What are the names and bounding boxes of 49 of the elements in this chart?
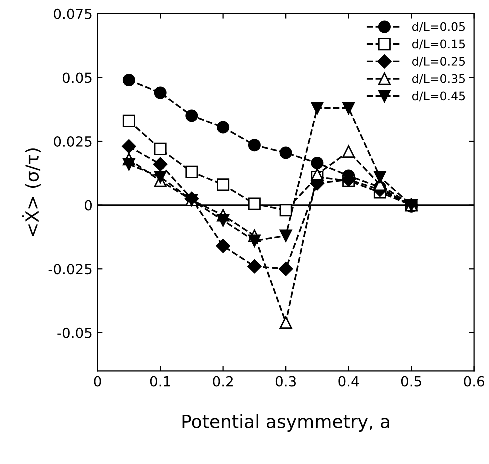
- point: [280, 146, 292, 160]
- point: [122, 158, 136, 171]
- y-axis-title: <Ẋ> (σ/τ): [22, 148, 42, 236]
- point: [278, 262, 294, 276]
- point: [153, 157, 168, 172]
- point: [154, 86, 167, 100]
- y-tick-label: -0.05: [58, 328, 92, 338]
- point: [217, 178, 230, 192]
- point: [248, 234, 261, 248]
- point: [248, 259, 262, 274]
- point: [311, 168, 324, 181]
- x-tick-label: 0.1: [150, 376, 170, 387]
- point: [311, 102, 324, 115]
- point: [311, 156, 324, 170]
- y-tick-label: 0.025: [54, 136, 92, 147]
- point: [342, 145, 356, 158]
- point: [280, 204, 292, 217]
- point: [122, 140, 136, 154]
- point: [186, 110, 198, 122]
- y-tick-label: 0: [85, 200, 92, 211]
- point: [217, 121, 230, 134]
- point: [217, 214, 230, 227]
- point: [154, 171, 167, 184]
- legend-label: d/L=0.15: [412, 40, 466, 50]
- y-tick-label: -0.025: [48, 264, 92, 275]
- x-axis-title: Potential asymmetry, a: [182, 414, 390, 432]
- point: [186, 166, 198, 178]
- point: [248, 198, 261, 210]
- point: [122, 74, 136, 87]
- point: [342, 102, 356, 115]
- legend-label: d/L=0.05: [412, 22, 466, 32]
- x-tick-label: 0.2: [213, 376, 233, 387]
- y-tick-label: 0.05: [62, 72, 92, 84]
- point: [248, 139, 261, 152]
- y-tick-label: 0.075: [54, 8, 92, 20]
- x-tick-label: 0.6: [464, 376, 484, 387]
- point: [154, 142, 167, 156]
- x-tick-label: 0.5: [401, 376, 422, 387]
- point: [280, 230, 292, 242]
- point: [216, 239, 230, 254]
- legend-label: d/L=0.45: [412, 91, 466, 102]
- point: [374, 171, 386, 184]
- x-tick-label: 0.3: [276, 376, 296, 387]
- legend-label: d/L=0.25: [412, 56, 466, 67]
- x-tick-label: 0.4: [338, 376, 360, 387]
- point: [122, 114, 136, 128]
- point: [280, 316, 292, 329]
- legend-label: d/L=0.35: [412, 74, 466, 84]
- x-tick-label: 0: [94, 376, 102, 387]
